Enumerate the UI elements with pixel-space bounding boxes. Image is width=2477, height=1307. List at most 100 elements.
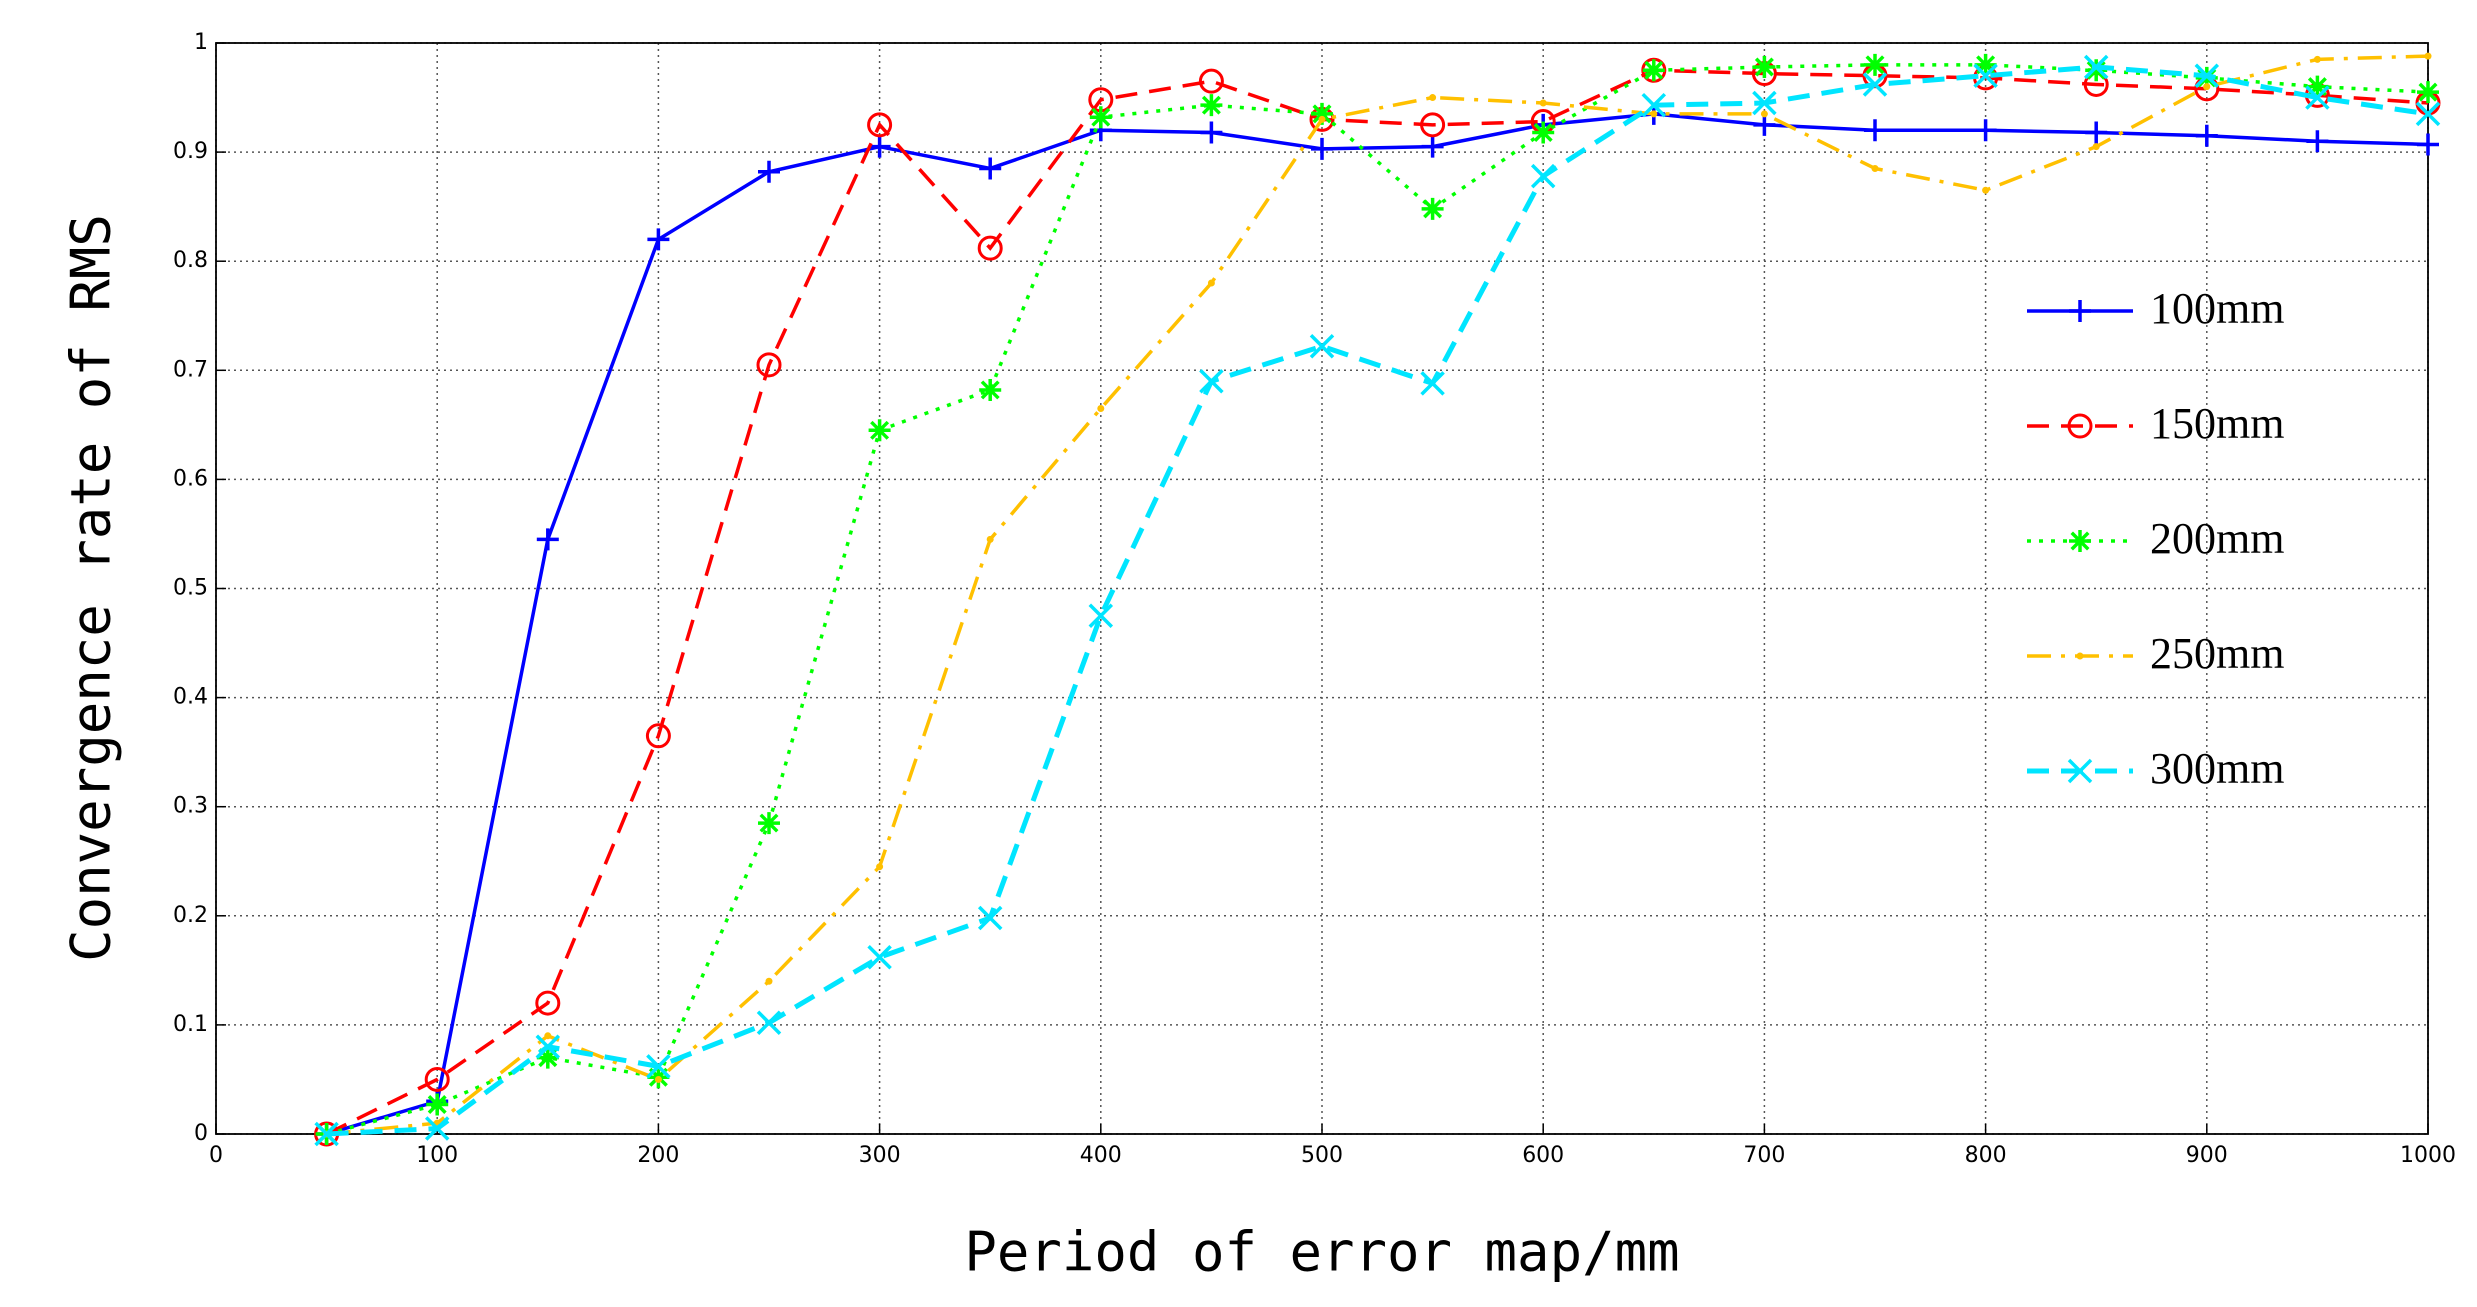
series-line <box>326 54 2429 1136</box>
marker <box>544 1032 552 1040</box>
x-tick-label: 900 <box>2186 1143 2228 1168</box>
y-tick-label: 1 <box>194 30 208 55</box>
marker <box>1200 94 1223 117</box>
marker <box>2085 59 2108 82</box>
x-tick-label: 800 <box>1965 1143 2007 1168</box>
marker <box>1429 94 1437 102</box>
marker <box>1650 110 1658 118</box>
marker <box>654 1075 662 1083</box>
x-tick-label: 400 <box>1080 1143 1122 1168</box>
marker <box>1753 113 1776 136</box>
series-line <box>326 112 2429 1136</box>
y-tick-label: 0.3 <box>173 794 208 819</box>
marker <box>1097 404 1105 412</box>
x-tick-label: 1000 <box>2400 1143 2456 1168</box>
marker <box>977 235 1003 261</box>
marker <box>1973 63 1998 88</box>
marker <box>867 945 892 970</box>
y-tick-label: 0.7 <box>173 357 208 382</box>
legend-label: 250mm <box>2150 629 2284 678</box>
legend-marker <box>2069 300 2091 322</box>
marker <box>2083 54 2109 80</box>
y-axis-label: Convergence rate of RMS <box>60 214 123 962</box>
marker <box>1198 68 1224 94</box>
y-tick-label: 0.2 <box>173 903 208 928</box>
legend-label: 150mm <box>2150 399 2284 448</box>
marker <box>1089 106 1112 129</box>
marker <box>2085 121 2108 144</box>
marker <box>1530 163 1556 189</box>
marker <box>1200 121 1223 144</box>
marker <box>1207 279 1215 287</box>
marker <box>765 977 773 985</box>
x-tick-label: 0 <box>209 1143 223 1168</box>
legend-marker <box>2076 652 2084 660</box>
marker <box>2306 130 2329 153</box>
marker <box>867 112 893 138</box>
marker <box>2415 101 2441 127</box>
y-tick-label: 0.8 <box>173 248 208 273</box>
marker <box>1311 102 1333 125</box>
y-tick-label: 0.6 <box>173 466 208 491</box>
marker <box>647 228 670 251</box>
marker <box>1420 371 1445 396</box>
marker <box>1974 53 1997 76</box>
x-axis-label: Period of error map/mm <box>964 1221 1679 1284</box>
marker <box>1753 56 1776 79</box>
marker <box>645 723 671 749</box>
legend-label: 100mm <box>2150 284 2284 333</box>
marker <box>1421 197 1444 220</box>
marker <box>426 1093 449 1116</box>
legend-marker <box>2067 758 2093 784</box>
marker <box>424 1116 450 1141</box>
x-tick-label: 700 <box>1743 1143 1785 1168</box>
marker <box>1420 112 1446 138</box>
marker <box>1871 164 1879 172</box>
marker <box>977 905 1003 931</box>
marker <box>2424 52 2432 60</box>
legend-marker <box>2069 530 2091 552</box>
legend-label: 300mm <box>2150 744 2284 793</box>
marker <box>1309 334 1335 359</box>
marker <box>1199 368 1224 394</box>
marker <box>1318 115 1326 123</box>
marker <box>1532 121 1555 144</box>
marker <box>535 990 561 1016</box>
marker <box>876 863 884 871</box>
y-tick-label: 0 <box>194 1121 208 1146</box>
marker <box>1421 135 1444 158</box>
marker <box>1760 110 1768 118</box>
marker <box>2092 143 2100 151</box>
marker <box>1311 137 1333 160</box>
marker <box>1974 119 1997 142</box>
x-tick-label: 200 <box>637 1143 679 1168</box>
y-tick-label: 0.4 <box>173 685 208 710</box>
marker <box>2306 75 2329 98</box>
marker <box>2313 55 2321 63</box>
marker <box>646 1054 671 1079</box>
marker <box>2417 81 2439 104</box>
series-line <box>326 64 2429 1137</box>
marker <box>1642 59 1665 82</box>
marker <box>424 1066 450 1092</box>
y-tick-label: 0.5 <box>173 576 208 601</box>
marker <box>536 1046 559 1069</box>
marker <box>986 535 994 543</box>
marker <box>2305 85 2330 110</box>
marker <box>756 1010 782 1035</box>
marker <box>2194 63 2220 88</box>
marker <box>1641 92 1667 118</box>
marker <box>868 135 891 158</box>
marker <box>758 812 780 835</box>
x-tick-label: 300 <box>859 1143 901 1168</box>
marker <box>979 378 1002 401</box>
marker <box>868 419 891 442</box>
marker <box>1864 119 1886 142</box>
legend-label: 200mm <box>2150 514 2284 563</box>
marker <box>979 157 1002 180</box>
marker <box>1862 72 1888 97</box>
legend-marker <box>2067 413 2093 439</box>
marker <box>535 1034 561 1059</box>
marker <box>314 1121 339 1147</box>
